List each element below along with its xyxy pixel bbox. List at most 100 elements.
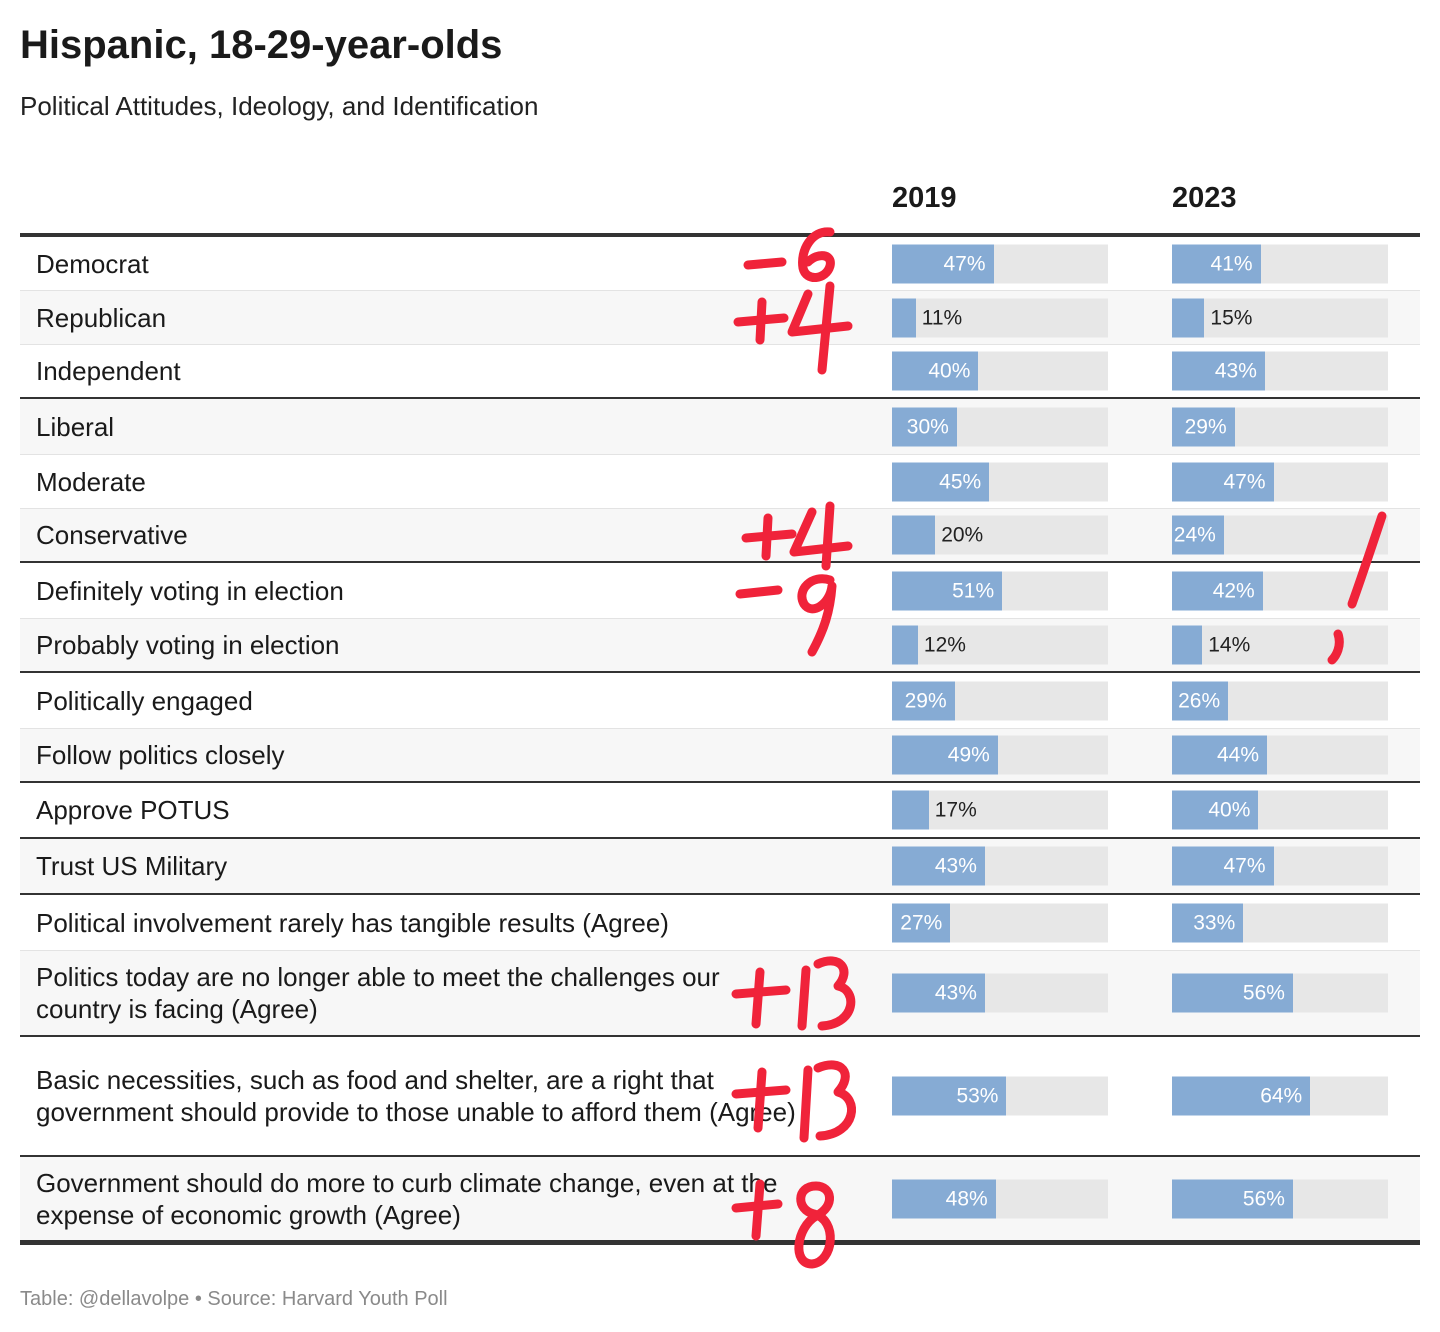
row-label: Moderate [36, 466, 146, 497]
bar-2019 [892, 515, 936, 555]
row-label: Liberal [36, 411, 115, 442]
value-label-2023: 24% [1173, 523, 1216, 547]
bar-track-2019: 12% [892, 625, 1108, 665]
value-label-2023: 40% [1208, 798, 1251, 822]
bar-2023 [1172, 681, 1229, 720]
table-row: Definitely voting in election 51% 42% [20, 563, 1420, 619]
value-label-2019: 49% [947, 743, 990, 767]
value-label-2023: 44% [1217, 743, 1260, 767]
bar-2023 [1172, 515, 1224, 555]
bar-2019 [892, 351, 979, 391]
bar-2023 [1172, 244, 1261, 283]
bar-2023 [1172, 625, 1203, 665]
value-label-2023: 56% [1242, 1187, 1285, 1210]
bar-track-2023: 33% [1172, 903, 1388, 942]
bar-track-2023: 15% [1172, 298, 1388, 337]
value-label-2019: 47% [943, 252, 986, 275]
bar-track-2023: 42% [1172, 571, 1388, 610]
row-label: Conservative [36, 520, 188, 550]
bar-2019 [892, 571, 1003, 610]
value-label-2023: 47% [1223, 470, 1266, 493]
column-header-2023: 2023 [1172, 182, 1237, 214]
bar-2023 [1172, 407, 1235, 446]
chart-title: Hispanic, 18-29-year-olds [20, 23, 503, 67]
bar-2023 [1172, 298, 1205, 337]
bar-track-2019: 40% [892, 351, 1108, 391]
table-row: Politically engaged 29% 26% [20, 673, 1420, 729]
bar-track-2023: 41% [1172, 244, 1388, 283]
bar-track-2023: 14% [1172, 625, 1388, 665]
bar-track-2023: 40% [1172, 790, 1388, 830]
value-label-2019: 29% [904, 689, 947, 712]
bar-2019 [892, 790, 929, 830]
value-label-2019: 45% [939, 470, 982, 493]
bar-track-2023: 56% [1172, 973, 1388, 1013]
bar-track-2023: 43% [1172, 351, 1388, 391]
value-label-2019: 40% [928, 359, 971, 383]
value-label-2023: 42% [1212, 579, 1255, 602]
value-label-2019: 30% [906, 415, 949, 438]
bar-2019 [892, 681, 955, 720]
value-label-2023: 15% [1210, 306, 1253, 329]
table-row: Liberal 30% 29% [20, 399, 1420, 455]
row-label: Follow politics closely [36, 740, 285, 770]
bar-2023 [1172, 735, 1268, 775]
table-row: Approve POTUS 17% 40% [20, 783, 1420, 839]
bar-track-2019: 47% [892, 244, 1108, 283]
bar-track-2019: 45% [892, 462, 1108, 501]
table-row: Conservative 20% 24% [20, 509, 1420, 563]
bar-track-2023: 24% [1172, 515, 1388, 555]
bar-2019 [892, 846, 985, 886]
row-label: Basic necessities, such as food and shel… [36, 1065, 796, 1127]
bar-track-2019: 43% [892, 846, 1108, 886]
bar-2019 [892, 1076, 1007, 1116]
value-label-2023: 33% [1193, 911, 1236, 934]
value-label-2019: 43% [934, 854, 977, 878]
value-label-2019: 27% [900, 911, 943, 934]
table-row: Republican 11% 15% [20, 291, 1420, 345]
bar-2023 [1172, 973, 1293, 1013]
value-label-2023: 56% [1242, 981, 1285, 1005]
row-label: Trust US Military [36, 851, 228, 881]
bar-track-2019: 51% [892, 571, 1108, 610]
value-label-2023: 26% [1178, 689, 1221, 712]
bar-track-2023: 29% [1172, 407, 1388, 446]
bar-2023 [1172, 571, 1263, 610]
row-label: Republican [36, 302, 167, 333]
bar-2023 [1172, 903, 1244, 942]
value-label-2023: 43% [1214, 359, 1257, 383]
table-row: Probably voting in election 12% 14% [20, 619, 1420, 673]
table-row: Trust US Military 43% 47% [20, 839, 1420, 895]
row-label: Government should do more to curb climat… [36, 1167, 778, 1230]
bar-2023 [1172, 1179, 1293, 1218]
bar-2019 [892, 462, 990, 501]
bar-track-2019: 43% [892, 973, 1108, 1013]
row-label: Politics today are no longer able to mee… [36, 962, 720, 1024]
data-table: Democrat 47% 41% Republican 11% 15% Independen… [20, 233, 1420, 1245]
bar-track-2023: 64% [1172, 1076, 1388, 1116]
row-label: Probably voting in election [36, 630, 340, 660]
table-row: Government should do more to curb climat… [20, 1157, 1420, 1245]
value-label-2023: 41% [1210, 252, 1253, 275]
value-label-2019: 20% [941, 523, 984, 547]
bar-track-2019: 17% [892, 790, 1108, 830]
table-row: Follow politics closely 49% 44% [20, 729, 1420, 783]
table-row: Democrat 47% 41% [20, 237, 1420, 291]
table-row: Basic necessities, such as food and shel… [20, 1037, 1420, 1157]
bar-track-2019: 11% [892, 298, 1108, 337]
bar-track-2019: 27% [892, 903, 1108, 942]
bar-track-2023: 56% [1172, 1179, 1388, 1218]
bar-2019 [892, 903, 951, 942]
value-label-2019: 11% [921, 306, 963, 329]
row-label: Democrat [36, 248, 149, 279]
table-row: Moderate 45% 47% [20, 455, 1420, 509]
value-label-2019: 51% [952, 579, 995, 602]
bar-track-2023: 44% [1172, 735, 1388, 775]
bar-track-2023: 47% [1172, 462, 1388, 501]
bar-2023 [1172, 1076, 1311, 1116]
chart-subtitle: Political Attitudes, Ideology, and Ident… [20, 91, 539, 121]
value-label-2019: 48% [945, 1187, 988, 1210]
row-label: Approve POTUS [36, 795, 230, 825]
row-label: Definitely voting in election [36, 575, 344, 606]
value-label-2019: 43% [934, 981, 977, 1005]
